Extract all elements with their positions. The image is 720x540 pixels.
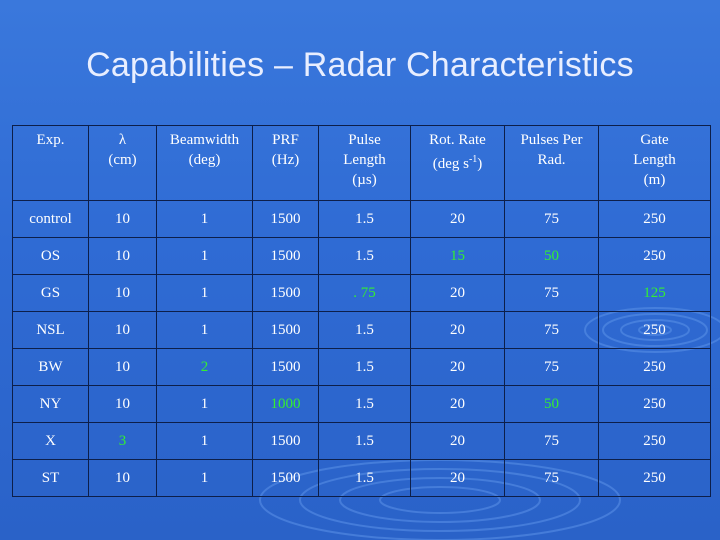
cell-beamwidth: 1 (156, 274, 253, 312)
cell-rot-rate: 20 (410, 200, 505, 238)
cell-pulses-per-rad: 75 (504, 311, 599, 349)
header-pulse-length: Pulse Length (µs) (318, 125, 411, 201)
cell-beamwidth: 1 (156, 311, 253, 349)
cell-beamwidth: 1 (156, 237, 253, 275)
cell-beamwidth: 1 (156, 422, 253, 460)
cell-wavelength: 10 (88, 385, 157, 423)
radar-characteristics-table: Exp. λ (cm) Beamwidth (deg) PRF (Hz) Pulse L… (12, 125, 711, 497)
header-wavelength: λ (cm) (88, 125, 157, 201)
cell-gate-length: 250 (598, 237, 711, 275)
cell-gate-length: 250 (598, 422, 711, 460)
cell-pulses-per-rad: 75 (504, 422, 599, 460)
cell-pulse-length: 1.5 (318, 348, 411, 386)
cell-wavelength: 10 (88, 237, 157, 275)
header-rot-rate: Rot. Rate (deg s-1) (410, 125, 505, 201)
cell-rot-rate: 20 (410, 385, 505, 423)
cell-exp: X (12, 422, 89, 460)
cell-pulses-per-rad: 75 (504, 348, 599, 386)
header-pulses-per-rad: Pulses Per Rad. (504, 125, 599, 201)
cell-rot-rate: 20 (410, 348, 505, 386)
table-header-row: Exp. λ (cm) Beamwidth (deg) PRF (Hz) Pulse L… (12, 125, 711, 201)
cell-prf: 1000 (252, 385, 319, 423)
cell-pulse-length: 1.5 (318, 237, 411, 275)
cell-beamwidth: 2 (156, 348, 253, 386)
cell-rot-rate: 20 (410, 422, 505, 460)
cell-prf: 1500 (252, 459, 319, 497)
cell-beamwidth: 1 (156, 385, 253, 423)
table-row: ST 10 1 1500 1.5 20 75 250 (12, 459, 711, 497)
cell-wavelength: 3 (88, 422, 157, 460)
table-row: BW 10 2 1500 1.5 20 75 250 (12, 348, 711, 386)
cell-prf: 1500 (252, 311, 319, 349)
cell-pulses-per-rad: 50 (504, 385, 599, 423)
cell-pulse-length: 1.5 (318, 385, 411, 423)
cell-prf: 1500 (252, 348, 319, 386)
cell-exp: BW (12, 348, 89, 386)
table-row: NY 10 1 1000 1.5 20 50 250 (12, 385, 711, 423)
cell-pulse-length: 1.5 (318, 200, 411, 238)
cell-beamwidth: 1 (156, 200, 253, 238)
cell-gate-length: 250 (598, 459, 711, 497)
table-row: OS 10 1 1500 1.5 15 50 250 (12, 237, 711, 275)
header-exp: Exp. (12, 125, 89, 201)
cell-prf: 1500 (252, 274, 319, 312)
cell-exp: control (12, 200, 89, 238)
cell-wavelength: 10 (88, 274, 157, 312)
cell-pulses-per-rad: 50 (504, 237, 599, 275)
cell-pulse-length: 1.5 (318, 311, 411, 349)
slide-title: Capabilities – Radar Characteristics (86, 46, 634, 84)
table-row: X 3 1 1500 1.5 20 75 250 (12, 422, 711, 460)
cell-exp: GS (12, 274, 89, 312)
cell-beamwidth: 1 (156, 459, 253, 497)
cell-exp: NSL (12, 311, 89, 349)
cell-exp: ST (12, 459, 89, 497)
cell-exp: NY (12, 385, 89, 423)
cell-pulse-length: 1.5 (318, 459, 411, 497)
cell-gate-length: 250 (598, 385, 711, 423)
cell-wavelength: 10 (88, 311, 157, 349)
table-row: NSL 10 1 1500 1.5 20 75 250 (12, 311, 711, 349)
cell-wavelength: 10 (88, 200, 157, 238)
cell-pulses-per-rad: 75 (504, 274, 599, 312)
cell-pulse-length: 1.5 (318, 422, 411, 460)
cell-gate-length: 250 (598, 311, 711, 349)
table-row: control 10 1 1500 1.5 20 75 250 (12, 200, 711, 238)
cell-pulse-length: . 75 (318, 274, 411, 312)
cell-prf: 1500 (252, 422, 319, 460)
cell-wavelength: 10 (88, 348, 157, 386)
cell-rot-rate: 20 (410, 459, 505, 497)
cell-gate-length: 125 (598, 274, 711, 312)
cell-gate-length: 250 (598, 348, 711, 386)
cell-pulses-per-rad: 75 (504, 459, 599, 497)
cell-wavelength: 10 (88, 459, 157, 497)
cell-exp: OS (12, 237, 89, 275)
cell-pulses-per-rad: 75 (504, 200, 599, 238)
header-gate-length: Gate Length (m) (598, 125, 711, 201)
cell-rot-rate: 20 (410, 311, 505, 349)
cell-rot-rate: 15 (410, 237, 505, 275)
header-prf: PRF (Hz) (252, 125, 319, 201)
cell-prf: 1500 (252, 200, 319, 238)
cell-rot-rate: 20 (410, 274, 505, 312)
header-beamwidth: Beamwidth (deg) (156, 125, 253, 201)
cell-gate-length: 250 (598, 200, 711, 238)
cell-prf: 1500 (252, 237, 319, 275)
table-row: GS 10 1 1500. 75 20 75 125 (12, 274, 711, 312)
